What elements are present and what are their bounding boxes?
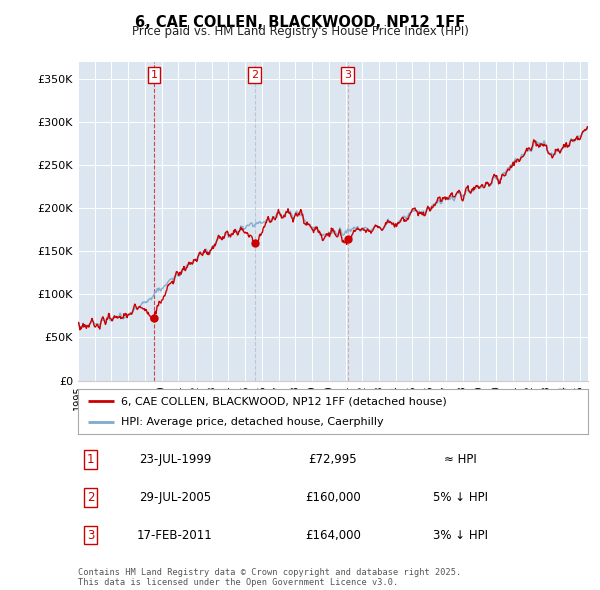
Text: 3: 3 <box>344 70 351 80</box>
Text: 29-JUL-2005: 29-JUL-2005 <box>139 490 211 504</box>
Text: 1: 1 <box>87 453 95 466</box>
Text: 2: 2 <box>251 70 259 80</box>
Text: 6, CAE COLLEN, BLACKWOOD, NP12 1FF: 6, CAE COLLEN, BLACKWOOD, NP12 1FF <box>135 15 465 30</box>
Text: 2: 2 <box>87 490 95 504</box>
Text: 23-JUL-1999: 23-JUL-1999 <box>139 453 211 466</box>
Text: ≈ HPI: ≈ HPI <box>444 453 477 466</box>
Text: £72,995: £72,995 <box>308 453 358 466</box>
Text: 3: 3 <box>87 529 94 542</box>
Text: £160,000: £160,000 <box>305 490 361 504</box>
Text: 3% ↓ HPI: 3% ↓ HPI <box>433 529 488 542</box>
Text: £164,000: £164,000 <box>305 529 361 542</box>
Text: HPI: Average price, detached house, Caerphilly: HPI: Average price, detached house, Caer… <box>121 417 384 427</box>
Text: 1: 1 <box>151 70 158 80</box>
Text: Price paid vs. HM Land Registry's House Price Index (HPI): Price paid vs. HM Land Registry's House … <box>131 25 469 38</box>
Text: 5% ↓ HPI: 5% ↓ HPI <box>433 490 488 504</box>
Text: Contains HM Land Registry data © Crown copyright and database right 2025.
This d: Contains HM Land Registry data © Crown c… <box>78 568 461 587</box>
Text: 17-FEB-2011: 17-FEB-2011 <box>137 529 213 542</box>
Text: 6, CAE COLLEN, BLACKWOOD, NP12 1FF (detached house): 6, CAE COLLEN, BLACKWOOD, NP12 1FF (deta… <box>121 396 447 407</box>
